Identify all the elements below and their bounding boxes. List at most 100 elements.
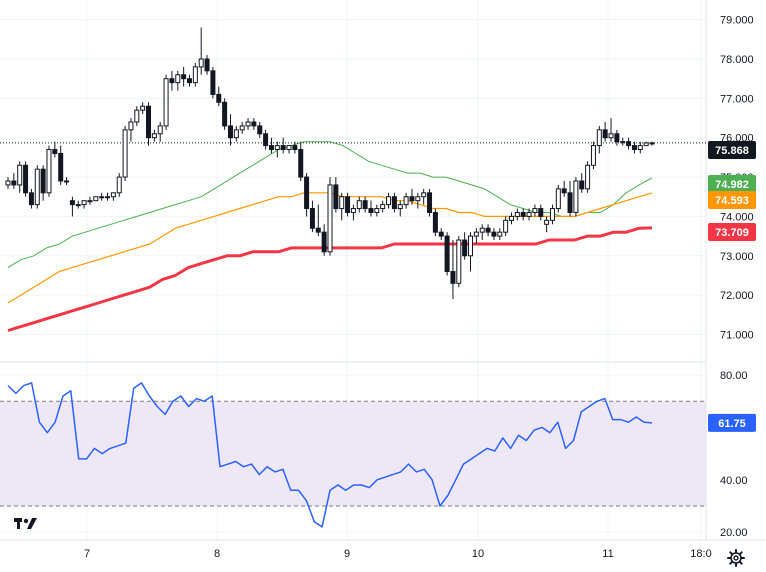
- candle: [99, 192, 105, 201]
- candle: [631, 141, 637, 154]
- candle-body: [350, 208, 356, 213]
- candle-body: [456, 239, 462, 284]
- price-badge: 74.982: [708, 175, 756, 193]
- candle: [532, 204, 538, 217]
- candle-body: [520, 211, 526, 217]
- candle: [479, 224, 485, 241]
- candle: [87, 196, 93, 205]
- candle: [473, 228, 479, 244]
- candle-body: [462, 239, 468, 257]
- candle-body: [216, 93, 222, 103]
- candle: [146, 102, 152, 146]
- candle-body: [421, 192, 427, 198]
- candle-body: [64, 180, 70, 183]
- candle: [292, 141, 298, 154]
- candle-body: [5, 180, 11, 186]
- gear-icon[interactable]: [726, 548, 746, 568]
- candle: [81, 200, 87, 209]
- candle: [450, 240, 456, 300]
- candle: [151, 129, 157, 142]
- time-tick-label: 8: [214, 548, 220, 560]
- candle: [11, 173, 17, 189]
- candle-body: [514, 211, 520, 217]
- candle: [58, 145, 64, 185]
- candle: [216, 86, 222, 107]
- candle: [585, 161, 591, 193]
- candle-body: [52, 149, 58, 154]
- rsi-tick-label: 40.00: [720, 475, 748, 487]
- candle-body: [175, 74, 181, 84]
- candle-body: [239, 125, 245, 131]
- candle: [46, 145, 52, 197]
- candle: [210, 66, 216, 99]
- candle: [555, 184, 561, 213]
- price-badge-label: 73.709: [715, 227, 749, 239]
- candle: [620, 137, 626, 146]
- candle: [40, 165, 46, 201]
- candle-body: [532, 208, 538, 213]
- candle-body: [614, 133, 620, 143]
- candle: [456, 236, 462, 288]
- candle: [468, 232, 474, 272]
- candle: [28, 188, 34, 209]
- candle: [374, 204, 380, 217]
- candle-body: [374, 208, 380, 213]
- candle-body: [222, 101, 228, 127]
- price-tick-label: 79.000: [720, 15, 754, 27]
- candle: [268, 137, 274, 154]
- candle-body: [87, 200, 93, 203]
- candle-body: [245, 121, 251, 127]
- candle-body: [192, 66, 198, 84]
- time-axis[interactable]: 7 8 9 10 11 18:0: [84, 548, 712, 560]
- price-badge-label: 75.868: [715, 145, 749, 157]
- candle: [227, 114, 233, 146]
- candle-body: [596, 129, 602, 147]
- candle-body: [450, 271, 456, 284]
- time-tick-label: 7: [84, 548, 90, 560]
- candle-body: [362, 200, 368, 210]
- candle-body: [105, 196, 111, 199]
- candle-body: [637, 145, 643, 151]
- candle: [105, 192, 111, 201]
- candle-body: [116, 176, 122, 194]
- candle: [192, 62, 198, 87]
- candle: [462, 232, 468, 260]
- candle-body: [590, 145, 596, 166]
- candle-body: [432, 211, 438, 233]
- price-badge: 61.75: [708, 413, 756, 432]
- candle: [444, 232, 450, 276]
- price-tick-label: 74.000: [720, 211, 754, 223]
- price-badge-bg: [708, 175, 756, 193]
- candle: [321, 224, 327, 256]
- candle-body: [292, 145, 298, 151]
- price-badge-label: 74.593: [715, 195, 749, 207]
- candle: [345, 192, 351, 217]
- price-tick-label: 73.000: [720, 251, 754, 263]
- candle-body: [608, 133, 614, 139]
- price-badge-bg: [708, 413, 756, 432]
- candle: [602, 121, 608, 142]
- candle-body: [368, 208, 374, 213]
- time-tick-label: 18:0: [690, 548, 711, 560]
- candle-body: [321, 231, 327, 253]
- candle: [438, 228, 444, 241]
- price-badge-bg: [708, 191, 756, 209]
- candle-body: [69, 200, 75, 206]
- candle: [573, 177, 579, 217]
- candle: [339, 192, 345, 221]
- price-badge-bg: [708, 141, 756, 159]
- candle-body: [93, 196, 99, 202]
- candle: [386, 192, 392, 209]
- time-tick-label: 11: [602, 548, 613, 560]
- candle-body: [198, 58, 204, 68]
- rsi-axis[interactable]: 20.00 40.00 80.00: [720, 370, 748, 539]
- candle-body: [409, 196, 415, 202]
- candle-body: [304, 176, 310, 210]
- candle: [520, 208, 526, 221]
- candle-body: [403, 196, 409, 206]
- candle-body: [34, 168, 40, 206]
- candle-body: [339, 196, 345, 210]
- tradingview-logo-icon[interactable]: [14, 518, 37, 529]
- price-tick-label: 78.000: [720, 54, 754, 66]
